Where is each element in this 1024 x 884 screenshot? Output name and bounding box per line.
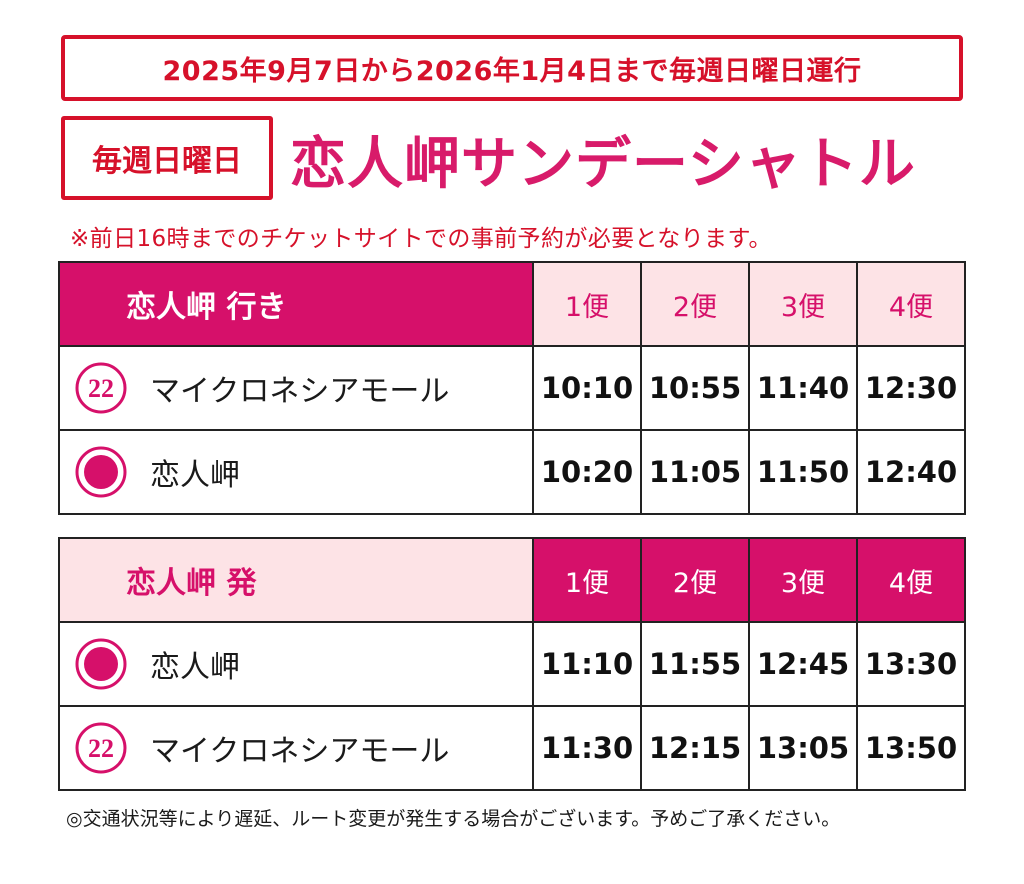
inbound-heading: 恋人岬 発: [58, 537, 534, 623]
delay-footnote: ◎交通状況等により遅延、ルート変更が発生する場合がございます。予めご了承ください…: [66, 807, 841, 830]
departure-time: 10:55: [640, 345, 750, 431]
departure-time: 11:50: [748, 429, 858, 515]
stop-name: 恋人岬: [150, 458, 240, 493]
departure-time: 10:10: [532, 345, 642, 431]
departure-time: 10:20: [532, 429, 642, 515]
outbound-header-row: 恋人岬 行き 1便 2便 3便 4便: [58, 261, 966, 347]
stop-cell: 22 マイクロネシアモール: [58, 345, 534, 431]
table-row: 恋人岬 10:20 11:05 11:50 12:40: [58, 429, 966, 515]
departure-time: 11:10: [532, 621, 642, 707]
stop-dot-icon: [75, 446, 127, 498]
departure-time: 13:05: [748, 705, 858, 791]
outbound-heading: 恋人岬 行き: [58, 261, 534, 347]
departure-time: 13:50: [856, 705, 966, 791]
service-label: 4便: [856, 537, 966, 623]
service-label: 3便: [748, 261, 858, 347]
inbound-header-row: 恋人岬 発 1便 2便 3便 4便: [58, 537, 966, 623]
departure-time: 12:40: [856, 429, 966, 515]
departure-time: 13:30: [856, 621, 966, 707]
stop-name: マイクロネシアモール: [150, 734, 450, 769]
stop-number-22-icon: 22: [75, 722, 127, 774]
service-label: 3便: [748, 537, 858, 623]
page-title: 恋人岬サンデーシャトル: [290, 131, 916, 197]
reservation-notice: ※前日16時までのチケットサイトでの事前予約が必要となります。: [70, 226, 772, 252]
sunday-badge: 毎週日曜日: [61, 116, 273, 200]
stop-number-22-icon: 22: [75, 362, 127, 414]
departure-time: 12:30: [856, 345, 966, 431]
departure-time: 12:45: [748, 621, 858, 707]
stop-dot-icon: [75, 638, 127, 690]
service-label: 2便: [640, 261, 750, 347]
departure-time: 11:30: [532, 705, 642, 791]
departure-time: 11:40: [748, 345, 858, 431]
service-label: 4便: [856, 261, 966, 347]
stop-number-label: 22: [88, 374, 114, 403]
stop-cell: 22 マイクロネシアモール: [58, 705, 534, 791]
departure-time: 11:55: [640, 621, 750, 707]
service-label: 1便: [532, 261, 642, 347]
inbound-timetable: 恋人岬 発 1便 2便 3便 4便 恋人岬 11:10 11:55 12:45 …: [58, 537, 966, 791]
outbound-timetable: 恋人岬 行き 1便 2便 3便 4便 22 マイクロネシアモール 10:10 1…: [58, 261, 966, 515]
stop-name: マイクロネシアモール: [150, 374, 450, 409]
departure-time: 11:05: [640, 429, 750, 515]
stop-cell: 恋人岬: [58, 621, 534, 707]
stop-name: 恋人岬: [150, 650, 240, 685]
stop-number-label: 22: [88, 734, 114, 763]
stop-cell: 恋人岬: [58, 429, 534, 515]
table-row: 22 マイクロネシアモール 11:30 12:15 13:05 13:50: [58, 705, 966, 791]
table-row: 22 マイクロネシアモール 10:10 10:55 11:40 12:30: [58, 345, 966, 431]
table-row: 恋人岬 11:10 11:55 12:45 13:30: [58, 621, 966, 707]
service-label: 1便: [532, 537, 642, 623]
service-label: 2便: [640, 537, 750, 623]
service-period-banner: 2025年9月7日から2026年1月4日まで毎週日曜日運行: [61, 35, 963, 101]
departure-time: 12:15: [640, 705, 750, 791]
